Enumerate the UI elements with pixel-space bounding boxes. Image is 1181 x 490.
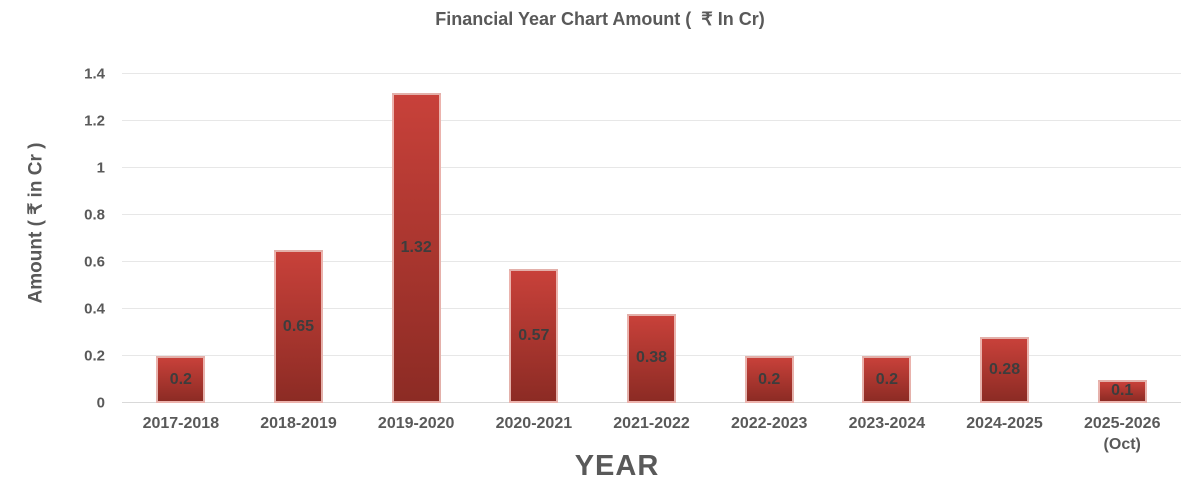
bar-2018-2019[interactable]: 0.65 [274, 250, 323, 403]
bar-slot: 0.2 [122, 74, 240, 403]
bar-slot: 0.28 [946, 74, 1064, 403]
y-tick-label: 1.2 [84, 112, 105, 130]
bar-value-label: 0.1 [1111, 382, 1134, 400]
bar-2022-2023[interactable]: 0.2 [744, 356, 794, 403]
x-tick-label: 2023-2024 [848, 415, 926, 432]
bar-slot: 0.2 [710, 74, 828, 403]
bar-value-label: 0.2 [169, 370, 192, 388]
y-tick-label: 0.6 [84, 253, 105, 271]
y-tick-label: 1.4 [84, 65, 105, 83]
plot-area: 0.2 0.65 1.32 0.57 0.38 0.2 0.2 0.28 0.1 [122, 73, 1181, 403]
y-tick-label: 0.2 [84, 347, 105, 365]
bar-2025-2026[interactable]: 0.1 [1097, 379, 1147, 403]
bar-slot: 0.1 [1063, 74, 1181, 403]
bar-2020-2021[interactable]: 0.57 [509, 269, 559, 403]
y-tick-label: 0.8 [84, 206, 105, 224]
x-tick-label: 2018-2019 [260, 415, 337, 432]
bar-2024-2025[interactable]: 0.28 [980, 337, 1030, 403]
bar-value-label: 0.28 [988, 361, 1021, 379]
x-tick-label: 2020-2021 [495, 415, 573, 432]
bar-slot: 0.65 [240, 74, 358, 403]
y-tick-label: 0.4 [84, 300, 105, 318]
bar-value-label: 0.57 [518, 327, 550, 345]
bar-slot: 0.57 [475, 74, 593, 403]
x-axis-labels: 2017-2018 2018-2019 2019-2020 2020-2021 2021… [122, 413, 1181, 455]
y-tick-label: 1 [96, 159, 105, 177]
bar-value-label: 0.65 [282, 317, 315, 335]
bar-2017-2018[interactable]: 0.2 [156, 356, 206, 403]
gridline [122, 308, 1181, 309]
gridline [122, 167, 1181, 168]
gridline [122, 214, 1181, 215]
bar-2023-2024[interactable]: 0.2 [862, 356, 912, 403]
bar-value-label: 1.32 [400, 238, 432, 256]
bar-slot: 1.32 [357, 74, 475, 403]
x-tick-label: 2019-2020 [377, 415, 455, 432]
gridline [122, 73, 1181, 74]
bar-value-label: 0.2 [758, 370, 781, 388]
bars-container: 0.2 0.65 1.32 0.57 0.38 0.2 0.2 0.28 0.1 [122, 74, 1181, 403]
bar-slot: 0.38 [593, 74, 711, 403]
x-tick-label: 2021-2022 [613, 415, 690, 432]
bar-2021-2022[interactable]: 0.38 [627, 313, 677, 403]
gridline [122, 120, 1181, 121]
x-tick-label: 2017-2018 [142, 415, 220, 432]
bar-value-label: 0.38 [635, 349, 668, 367]
bar-slot: 0.2 [828, 74, 946, 403]
x-tick-label: 2025-2026 (Oct) [1083, 415, 1161, 453]
x-tick-label: 2022-2023 [730, 415, 808, 432]
x-tick-label: 2024-2025 [966, 415, 1043, 432]
bar-value-label: 0.2 [875, 370, 898, 388]
y-axis: 0 0.2 0.4 0.6 0.8 1 1.2 1.4 [0, 67, 105, 411]
gridline [122, 261, 1181, 262]
x-axis-title: YEAR [574, 450, 660, 482]
bar-2019-2020[interactable]: 1.32 [391, 92, 441, 403]
y-tick-label: 0 [96, 394, 105, 412]
chart-title: Financial Year Chart Amount ( ₹ In Cr) [435, 9, 765, 29]
